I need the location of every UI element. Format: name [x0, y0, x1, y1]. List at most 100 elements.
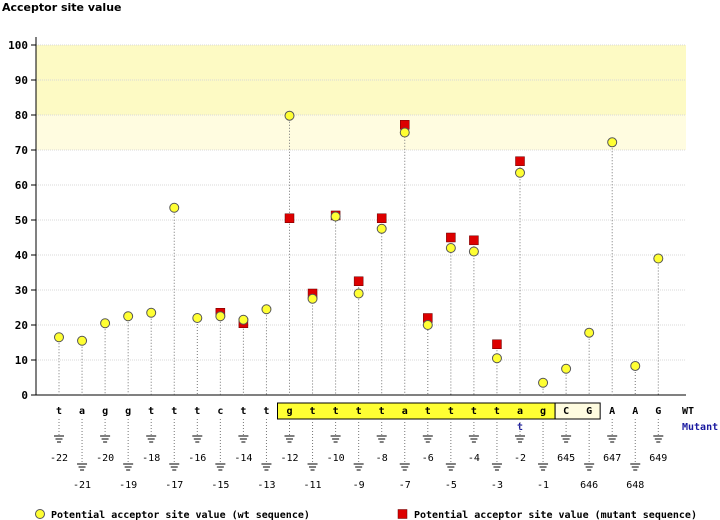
position-label: -12 — [280, 453, 298, 464]
position-label: -21 — [73, 480, 91, 491]
sequence-base: t — [148, 406, 154, 417]
y-tick-label: 40 — [15, 249, 28, 262]
sequence-base: A — [632, 406, 638, 417]
wt-point — [77, 335, 88, 346]
sequence-base: t — [356, 406, 362, 417]
position-label: -7 — [399, 480, 411, 491]
sequence-base: g — [286, 406, 292, 417]
wt-point — [561, 363, 572, 374]
position-label: -16 — [188, 453, 206, 464]
sequence-base: g — [540, 406, 546, 417]
legend: Potential acceptor site value (wt sequen… — [35, 509, 697, 520]
sequence-base: A — [609, 406, 615, 417]
position-label: -2 — [514, 453, 526, 464]
mutant-row-label: Mutant — [682, 422, 718, 433]
wt-point — [399, 127, 410, 138]
y-tick-label: 0 — [21, 389, 28, 402]
wt-point — [376, 223, 387, 234]
wt-point — [215, 311, 226, 322]
sequence-base: a — [517, 406, 523, 417]
mutant-base: t — [517, 422, 523, 433]
sequence-base: t — [494, 406, 500, 417]
intron-sequence-box — [277, 402, 556, 420]
wt-point — [653, 253, 664, 264]
sequence-base: t — [194, 406, 200, 417]
y-tick-label: 60 — [15, 179, 28, 192]
y-tick-label: 50 — [15, 214, 28, 227]
legend-wt-marker — [35, 509, 45, 519]
wt-point — [238, 314, 249, 325]
sequence-base: t — [56, 406, 62, 417]
sequence-base: t — [425, 406, 431, 417]
legend-mutant-marker — [397, 509, 408, 519]
position-label: -18 — [142, 453, 160, 464]
wt-point — [468, 246, 479, 257]
legend-wt-label: Potential acceptor site value (wt sequen… — [51, 509, 310, 520]
position-label: 645 — [557, 453, 575, 464]
position-label: -17 — [165, 480, 183, 491]
mutant-point — [284, 213, 295, 223]
sequence-base: t — [448, 406, 454, 417]
wt-point — [584, 327, 595, 338]
y-tick-label: 10 — [15, 354, 28, 367]
y-tick-label: 90 — [15, 74, 28, 87]
position-label: -6 — [422, 453, 434, 464]
position-label: -15 — [211, 480, 229, 491]
wt-point — [54, 332, 64, 343]
sequence-base: t — [333, 406, 339, 417]
wt-point — [630, 360, 641, 371]
position-label: -8 — [376, 453, 388, 464]
mutant-point — [469, 235, 479, 246]
wt-point — [538, 377, 549, 388]
highlight-bands — [36, 45, 686, 150]
y-tick-label: 80 — [15, 109, 28, 122]
position-label: -10 — [327, 453, 345, 464]
wt-point — [330, 211, 341, 222]
wt-point — [169, 202, 180, 213]
wt-point — [261, 304, 272, 315]
wt-point — [515, 167, 525, 178]
sequence-base: t — [263, 406, 269, 417]
position-label: 646 — [580, 480, 598, 491]
sequence-base: g — [102, 406, 108, 417]
sequence-base: a — [402, 406, 408, 417]
sequence-base: G — [655, 406, 661, 417]
sequence-base: t — [310, 406, 316, 417]
mutant-point — [446, 232, 456, 243]
mutant-point — [492, 339, 502, 349]
position-label: 649 — [649, 453, 667, 464]
highlight-band — [36, 115, 686, 150]
position-label: -9 — [353, 480, 365, 491]
exon-sequence-box — [554, 402, 601, 420]
y-tick-label: 30 — [15, 284, 28, 297]
y-axis: 0 10 20 30 40 50 60 70 80 90 100 — [8, 37, 686, 402]
stems — [58, 115, 659, 395]
position-label: -14 — [234, 453, 252, 464]
sequence-annotation: t -22 a -21 g -20 g -19 t -18 t -17 t -16 c -15 t -14 t -13… — [50, 402, 667, 491]
wt-point — [607, 137, 618, 148]
chart-title: Acceptor site value — [2, 1, 121, 14]
position-label: -1 — [537, 480, 549, 491]
sequence-base: t — [379, 406, 385, 417]
wt-point — [284, 110, 295, 121]
wt-point — [445, 243, 456, 253]
sequence-base: c — [217, 406, 223, 417]
wt-point — [491, 353, 502, 364]
sequence-base: t — [471, 406, 477, 417]
data-marks — [54, 110, 664, 388]
sequence-base: t — [240, 406, 246, 417]
sequence-base: t — [171, 406, 177, 417]
wt-point — [123, 311, 134, 322]
position-label: -20 — [96, 453, 114, 464]
mutant-point — [515, 156, 525, 166]
position-label: 647 — [603, 453, 621, 464]
position-label: -5 — [445, 480, 457, 491]
sequence-base: G — [586, 406, 592, 417]
wt-row-label: WT — [682, 406, 694, 417]
y-tick-label: 100 — [8, 39, 28, 52]
sequence-base: g — [125, 406, 131, 417]
y-tick-label: 20 — [15, 319, 28, 332]
sequence-base: a — [79, 406, 85, 417]
position-label: -3 — [491, 480, 503, 491]
